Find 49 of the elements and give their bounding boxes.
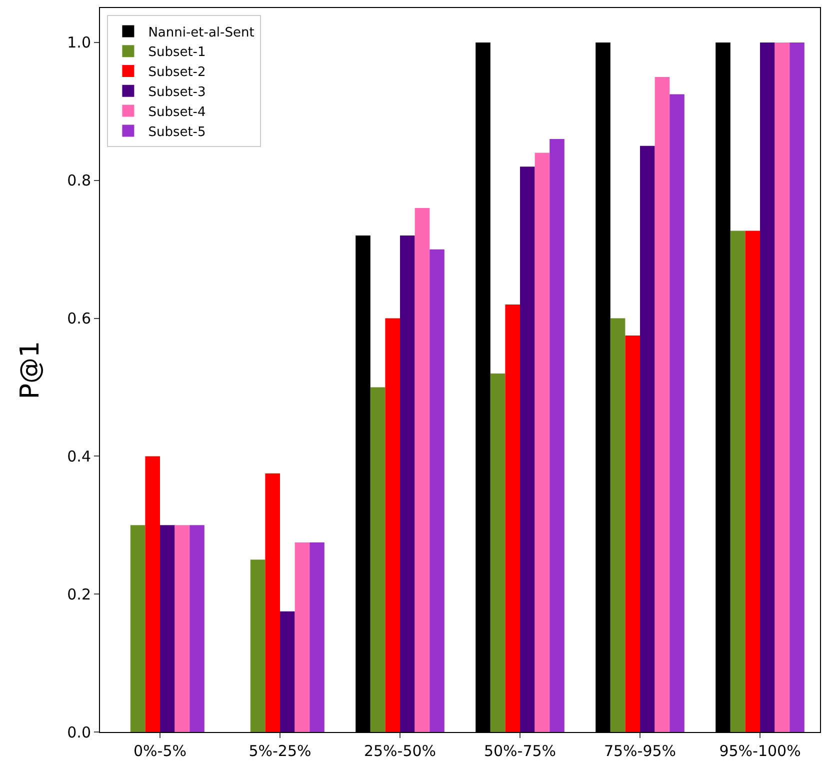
bar [505, 304, 520, 732]
y-tick-label: 0.4 [67, 447, 91, 466]
legend-label: Subset-1 [148, 45, 206, 60]
y-axis-title: P@1 [16, 340, 46, 400]
legend-label: Subset-4 [148, 104, 206, 120]
bar [280, 611, 295, 732]
bar [414, 208, 430, 732]
bar [370, 387, 386, 732]
bar [774, 42, 790, 732]
bar [790, 42, 804, 732]
bar [160, 525, 175, 732]
x-tick-label: 50%-75% [484, 742, 556, 760]
bar [130, 525, 146, 732]
x-tick-label: 95%-100% [719, 742, 801, 760]
bar [265, 473, 280, 732]
x-tick-label: 0%-5% [133, 742, 187, 760]
bar [520, 166, 535, 732]
y-tick-label: 0.8 [67, 172, 91, 190]
y-tick-label: 0.2 [67, 585, 91, 604]
bar [385, 318, 400, 732]
bar [550, 139, 564, 732]
bar [625, 336, 640, 732]
bar [760, 42, 775, 732]
bar [190, 525, 204, 732]
bar [400, 236, 415, 732]
legend-label: Subset-3 [148, 84, 206, 100]
legend-label: Nanni-et-al-Sent [148, 25, 254, 40]
bar [654, 76, 670, 732]
y-tick-label: 0.6 [67, 310, 91, 328]
bar [174, 525, 190, 732]
bar [145, 456, 160, 732]
bar [730, 230, 746, 732]
x-tick-label: 75%-95% [604, 742, 676, 760]
bar [250, 560, 266, 732]
bar [670, 94, 684, 732]
bar [534, 152, 550, 732]
x-tick-label: 25%-50% [364, 742, 436, 760]
bar [310, 542, 324, 732]
bar [430, 249, 444, 732]
bar [640, 146, 655, 732]
bar [745, 230, 760, 732]
bar [610, 318, 626, 732]
legend-label: Subset-5 [148, 124, 206, 140]
legend-label: Subset-2 [148, 65, 206, 80]
bar [294, 542, 310, 732]
y-tick-label: 0.0 [67, 723, 91, 742]
y-tick-label: 1.0 [67, 34, 91, 52]
x-tick-label: 5%-25% [248, 742, 312, 760]
bar [490, 373, 506, 732]
